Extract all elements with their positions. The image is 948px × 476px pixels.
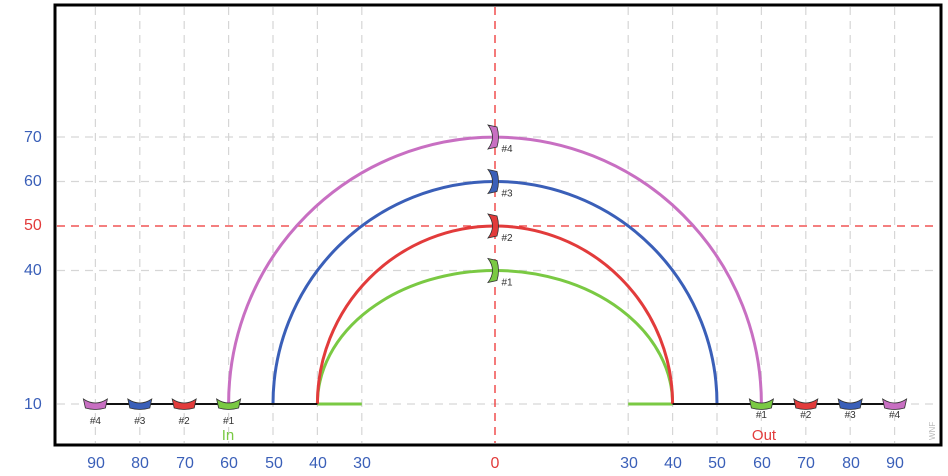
y-tick-70: 70 bbox=[24, 129, 42, 146]
x-tick-left-40: 40 bbox=[309, 455, 327, 472]
slur-2-end-label: #2 bbox=[800, 410, 812, 421]
slur-2-start-label: #2 bbox=[179, 416, 191, 427]
x-tick-right-70: 70 bbox=[797, 455, 815, 472]
slur-4-start-label: #4 bbox=[90, 416, 102, 427]
x-tick-right-90: 90 bbox=[886, 455, 904, 472]
slur-4-end-label: #4 bbox=[889, 410, 901, 421]
slur-3-end-label: #3 bbox=[845, 410, 857, 421]
x-tick-right-40: 40 bbox=[664, 455, 682, 472]
x-tick-left-90: 90 bbox=[87, 455, 105, 472]
slur-1-end-label: #1 bbox=[756, 410, 768, 421]
x-axis-labels: 90 80 70 60 50 40 30 0 30 40 50 60 70 80… bbox=[87, 455, 904, 472]
slur-2-peak-label: #2 bbox=[501, 233, 513, 244]
x-tick-right-60: 60 bbox=[753, 455, 771, 472]
in-label: In bbox=[222, 427, 235, 444]
x-tick-left-30: 30 bbox=[353, 455, 371, 472]
out-label: Out bbox=[752, 427, 777, 444]
x-tick-left-60: 60 bbox=[220, 455, 238, 472]
slur-3-peak-label: #3 bbox=[501, 189, 513, 200]
y-tick-60: 60 bbox=[24, 173, 42, 190]
x-tick-right-50: 50 bbox=[708, 455, 726, 472]
y-axis-labels: 70 60 50 40 10 bbox=[24, 129, 42, 413]
y-tick-10: 10 bbox=[24, 396, 42, 413]
slur-1-start-label: #1 bbox=[223, 416, 235, 427]
x-tick-left-50: 50 bbox=[265, 455, 283, 472]
x-tick-right-80: 80 bbox=[842, 455, 860, 472]
x-tick-left-80: 80 bbox=[131, 455, 149, 472]
watermark: WNF bbox=[928, 422, 937, 440]
slur-3-start-label: #3 bbox=[134, 416, 146, 427]
x-tick-right-30: 30 bbox=[620, 455, 638, 472]
x-tick-left-70: 70 bbox=[176, 455, 194, 472]
y-tick-40: 40 bbox=[24, 262, 42, 279]
slur-4-peak-label: #4 bbox=[501, 144, 513, 155]
x-tick-center-0: 0 bbox=[491, 455, 500, 472]
y-tick-50: 50 bbox=[24, 217, 42, 234]
slur-1-peak-label: #1 bbox=[501, 278, 513, 289]
